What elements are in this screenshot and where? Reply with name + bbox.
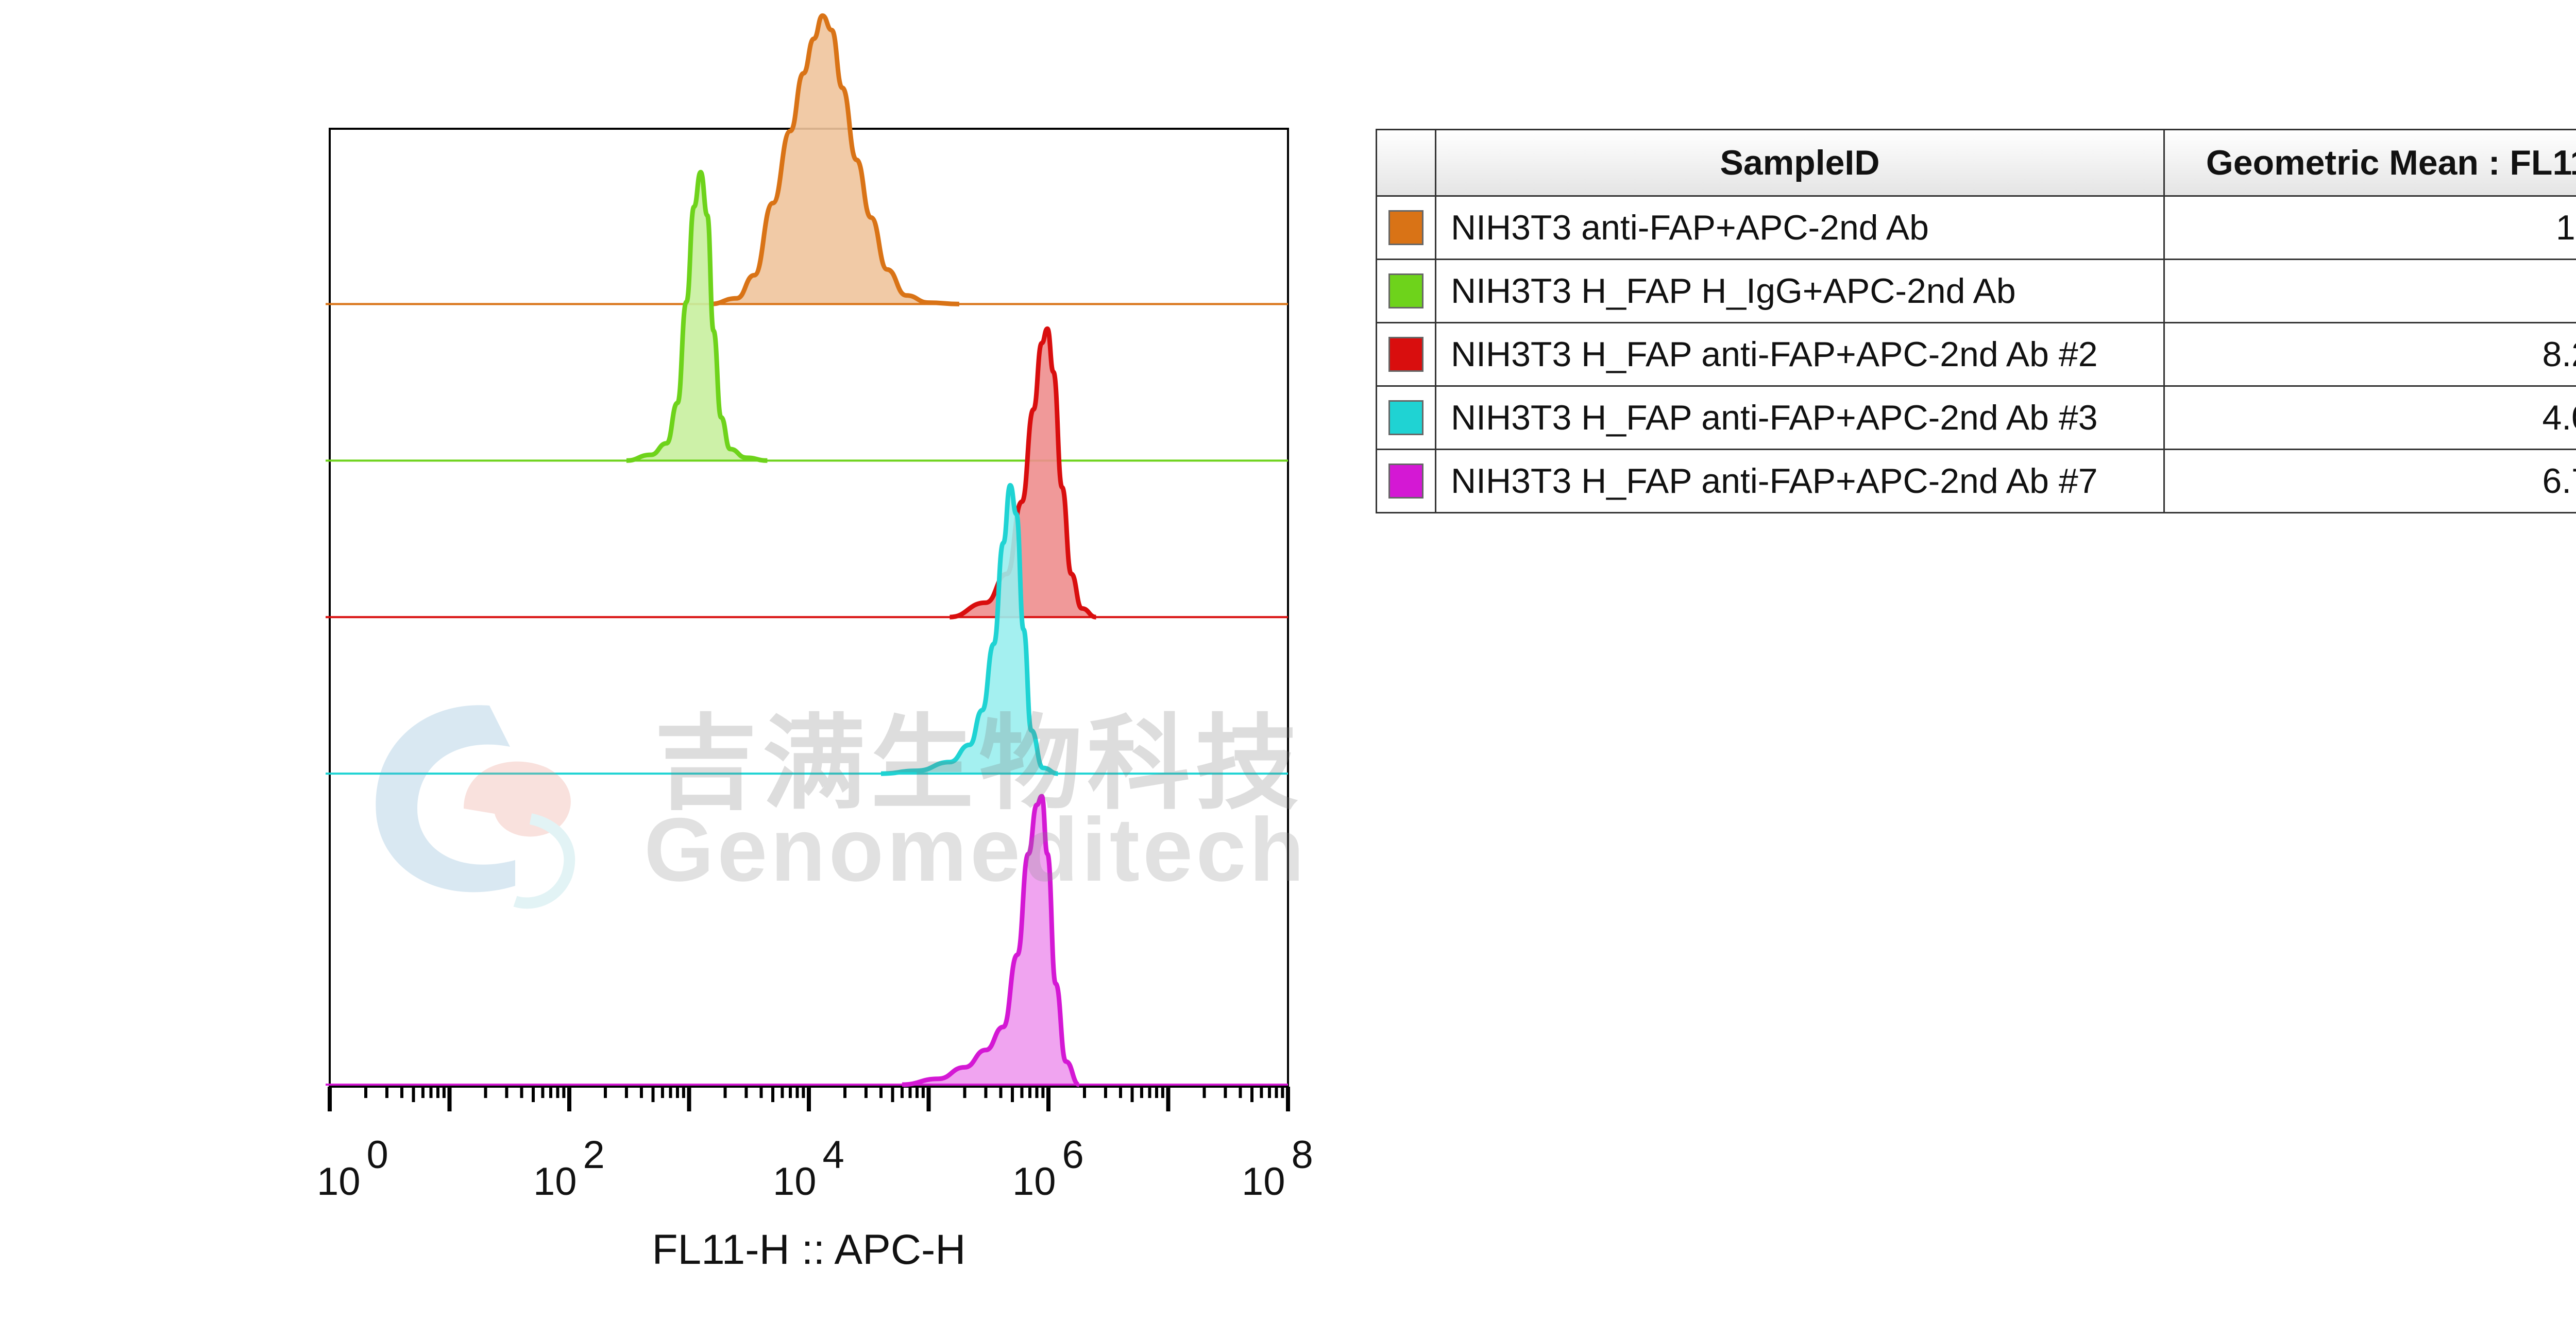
x-tick-label-exponent: 8 [1292, 1133, 1313, 1177]
x-tick-label-exponent: 2 [583, 1133, 605, 1177]
x-tick-label-exponent: 6 [1062, 1133, 1084, 1177]
table-row: NIH3T3 H_FAP anti-FAP+APC-2nd Ab #76.71E… [1376, 449, 2576, 513]
x-tick-label-base: 10 [773, 1160, 817, 1204]
x-tick-label-base: 10 [1242, 1160, 1285, 1204]
histogram-outline-1 [710, 13, 959, 306]
header-sample-id: SampleID [1435, 129, 2165, 197]
table-row: NIH3T3 anti-FAP+APC-2nd Ab15744 [1376, 195, 2576, 260]
legend-swatch [1388, 464, 1423, 499]
table-row: NIH3T3 H_FAP H_IgG+APC-2nd Ab1258 [1376, 259, 2576, 323]
histogram-fill-1 [710, 15, 959, 304]
x-tick-label: 104 [773, 1133, 844, 1204]
header-swatch-cell [1376, 129, 1436, 197]
sample-id-cell: NIH3T3 H_FAP H_IgG+APC-2nd Ab [1435, 259, 2165, 323]
series-layer [326, 13, 1288, 1087]
geometric-mean-cell: 4.01E5 [2163, 385, 2576, 450]
legend-swatch-cell [1376, 385, 1436, 450]
x-tick-label-exponent: 0 [367, 1133, 388, 1177]
sample-id-cell: NIH3T3 H_FAP anti-FAP+APC-2nd Ab #7 [1435, 449, 2165, 513]
x-tick-label-exponent: 4 [823, 1133, 844, 1177]
legend-swatch [1388, 273, 1423, 308]
histogram-outline-4 [880, 483, 1058, 776]
histogram-fill-2 [626, 172, 768, 461]
histogram-fill-3 [950, 329, 1096, 617]
sample-id-cell: NIH3T3 H_FAP anti-FAP+APC-2nd Ab #2 [1435, 322, 2165, 387]
histogram-outline-5 [902, 794, 1080, 1087]
table-body: NIH3T3 anti-FAP+APC-2nd Ab15744NIH3T3 H_… [1376, 195, 2576, 513]
legend-swatch-cell [1376, 195, 1436, 260]
histogram-fill-4 [881, 485, 1058, 774]
x-tick-label: 102 [533, 1133, 605, 1204]
statistics-table: SampleID Geometric Mean : FL11-H NIH3T3 … [1376, 129, 2576, 513]
histogram-fill-5 [902, 796, 1079, 1085]
legend-swatch [1388, 210, 1423, 245]
geometric-mean-cell: 6.71E5 [2163, 449, 2576, 513]
x-tick-label: 108 [1242, 1133, 1313, 1204]
histogram-outline-2 [626, 169, 768, 463]
legend-swatch-cell [1376, 259, 1436, 323]
geometric-mean-cell: 15744 [2163, 195, 2576, 260]
x-axis [328, 1087, 1290, 1111]
legend-swatch [1388, 337, 1423, 372]
table-row: NIH3T3 H_FAP anti-FAP+APC-2nd Ab #34.01E… [1376, 385, 2576, 450]
legend-swatch-cell [1376, 449, 1436, 513]
x-tick-label: 106 [1012, 1133, 1084, 1204]
table-row: NIH3T3 H_FAP anti-FAP+APC-2nd Ab #28.28E… [1376, 322, 2576, 387]
legend-swatch-cell [1376, 322, 1436, 387]
sample-id-cell: NIH3T3 H_FAP anti-FAP+APC-2nd Ab #3 [1435, 385, 2165, 450]
table-header-row: SampleID Geometric Mean : FL11-H [1376, 129, 2576, 197]
header-geometric-mean: Geometric Mean : FL11-H [2163, 129, 2576, 197]
x-tick-label-base: 10 [317, 1160, 361, 1204]
legend-swatch [1388, 400, 1423, 435]
x-tick-label-base: 10 [1012, 1160, 1056, 1204]
sample-id-cell: NIH3T3 anti-FAP+APC-2nd Ab [1435, 195, 2165, 260]
x-tick-label: 100 [317, 1133, 388, 1204]
x-tick-label-base: 10 [533, 1160, 577, 1204]
geometric-mean-cell: 1258 [2163, 259, 2576, 323]
geometric-mean-cell: 8.28E5 [2163, 322, 2576, 387]
x-axis-label: FL11-H :: APC-H [652, 1226, 966, 1273]
